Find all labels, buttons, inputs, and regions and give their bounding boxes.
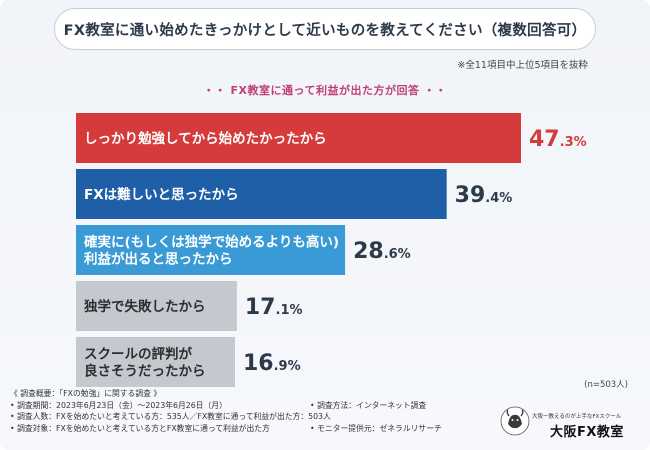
chart-title: FX教室に通い始めたきっかけとして近いものを教えてください（複数回答可） — [54, 8, 596, 50]
bar-label-2: FXは難しいと思ったから — [84, 186, 239, 203]
value-label-4: 17.1% — [245, 295, 303, 320]
bar-label-5: スクールの評判が — [84, 345, 192, 362]
survey-method: • 調査方法：インターネット調査 — [310, 400, 427, 410]
note-text: ※全11項目中上位5項目を抜粋 — [457, 60, 588, 71]
logo-name: 大阪FX教室 — [550, 425, 624, 440]
sample-size: (n=503人) — [584, 380, 628, 390]
chart-subtitle: ・・ FX教室に通って利益が出た方が回答 ・・ — [203, 84, 447, 97]
bar-4 — [76, 281, 237, 331]
logo-tagline: 大阪一教えるのが上手なFXスクール — [532, 414, 622, 420]
survey-count: • 調査人数：FXを始めたいと考えている方：535人／FX教室に通って利益が出た… — [10, 412, 331, 421]
bar-label-3: 確実に(もしくは独学で始めるよりも高い) — [84, 233, 339, 250]
survey-period: • 調査期間：2023年6月23日（金）〜2023年6月26日（月） — [10, 400, 227, 410]
survey-title: 《 調査概要：「FXの勉強」に関する調査 》 — [10, 389, 162, 398]
survey-target: • 調査対象：FXを始めたいと考えている方とFX教室に通って利益が出た方 — [10, 423, 270, 433]
bull-mascot-icon — [500, 406, 530, 436]
survey-footer: 《 調査概要：「FXの勉強」に関する調査 》 • 調査期間：2023年6月23日… — [10, 388, 490, 434]
footer-row: • 調査対象：FXを始めたいと考えている方とFX教室に通って利益が出た方 • モ… — [10, 423, 490, 435]
footer-row: • 調査期間：2023年6月23日（金）〜2023年6月26日（月） • 調査方… — [10, 400, 490, 412]
survey-provider: • モニター提供元：ゼネラルリサーチ — [310, 423, 442, 433]
footer-row: 《 調査概要：「FXの勉強」に関する調査 》 — [10, 388, 490, 400]
value-label-5: 16.9% — [243, 351, 301, 376]
bar-label-5: 良さそうだったから — [84, 362, 206, 379]
bar-label-4: 独学で失敗したから — [84, 298, 206, 315]
bar-2 — [76, 169, 447, 219]
value-label-3: 28.6% — [353, 239, 411, 264]
bar-label-3: 利益が出ると思ったから — [84, 250, 233, 267]
value-label-1: 47.3% — [529, 127, 587, 152]
bar-3 — [76, 225, 346, 275]
value-label-2: 39.4% — [455, 183, 513, 208]
brand-logo: 大阪一教えるのが上手なFXスクール 大阪FX教室 — [500, 398, 640, 442]
footer-row: • 調査人数：FXを始めたいと考えている方：535人／FX教室に通って利益が出た… — [10, 411, 490, 423]
bar-5 — [76, 337, 235, 387]
bar-1 — [76, 113, 521, 163]
bar-label-1: しっかり勉強してから始めたかったから — [84, 130, 327, 147]
